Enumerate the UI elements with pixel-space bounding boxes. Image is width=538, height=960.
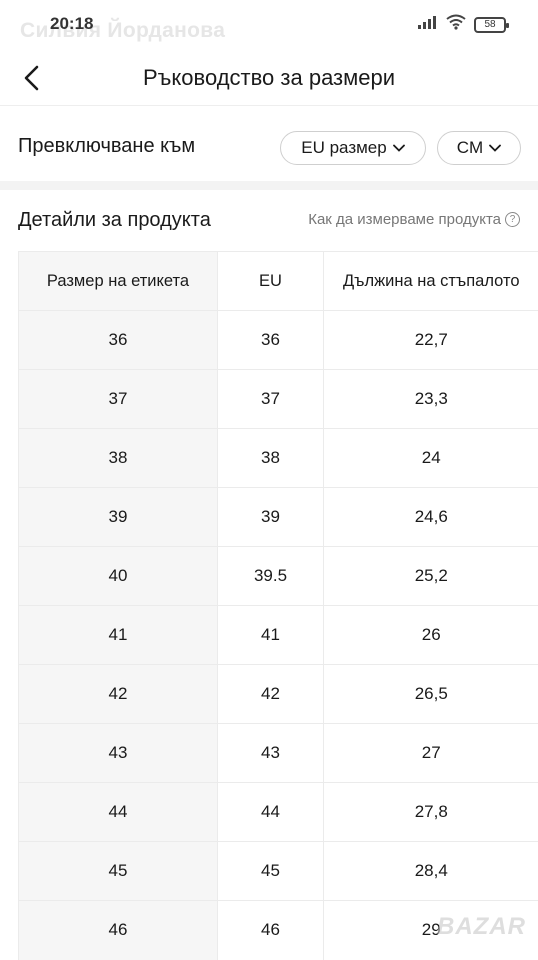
table-row: 46 46 29 — [18, 900, 538, 960]
cell-eu: 39.5 — [217, 546, 324, 606]
cell-foot-length: 23,3 — [323, 369, 538, 429]
question-circle-icon: ? — [505, 212, 520, 227]
cell-foot-length: 26,5 — [323, 664, 538, 724]
product-details-title: Детайли за продукта — [18, 209, 211, 231]
cell-foot-length: 24 — [323, 428, 538, 488]
cell-eu: 45 — [217, 841, 324, 901]
table-row: 38 38 24 — [18, 428, 538, 488]
table-row: 36 36 22,7 — [18, 310, 538, 370]
cell-eu: 42 — [217, 664, 324, 724]
table-row: 39 39 24,6 — [18, 487, 538, 547]
cell-foot-length: 27 — [323, 723, 538, 783]
cell-eu: 39 — [217, 487, 324, 547]
chevron-down-icon — [392, 144, 405, 152]
cell-label-size: 40 — [18, 546, 218, 606]
table-row: 45 45 28,4 — [18, 841, 538, 901]
table-row: 44 44 27,8 — [18, 782, 538, 842]
cell-foot-length: 26 — [323, 605, 538, 665]
product-details-header: Детайли за продукта Как да измерваме про… — [0, 190, 538, 250]
status-icons: 58 — [418, 14, 509, 35]
cell-label-size: 39 — [18, 487, 218, 547]
watermark-name: Силвия Йорданова — [20, 19, 226, 42]
table-row: 43 43 27 — [18, 723, 538, 783]
cell-label-size: 38 — [18, 428, 218, 488]
cell-foot-length: 28,4 — [323, 841, 538, 901]
cell-foot-length: 29 — [323, 900, 538, 960]
cell-label-size: 43 — [18, 723, 218, 783]
status-time: 20:18 — [50, 14, 94, 33]
size-system-dropdown[interactable]: EU размер — [280, 131, 426, 165]
cell-label-size: 42 — [18, 664, 218, 724]
table-header-row: Размер на етикета EU Дължина на стъпалот… — [18, 251, 538, 311]
brand-watermark: BAZAR — [437, 913, 526, 940]
wifi-icon — [446, 14, 466, 35]
how-to-measure-link[interactable]: Как да измерваме продукта ? — [308, 211, 520, 228]
unit-label: CM — [456, 138, 484, 157]
cell-label-size: 37 — [18, 369, 218, 429]
status-bar: Силвия Йорданова 20:18 58 — [0, 0, 538, 50]
cell-eu: 37 — [217, 369, 324, 429]
chevron-left-icon — [24, 65, 39, 91]
header-eu: EU — [217, 251, 324, 311]
section-divider — [0, 181, 538, 190]
cell-foot-length: 24,6 — [323, 487, 538, 547]
unit-switch-row: Превключване към EU размер CM — [0, 107, 538, 181]
cell-label-size: 44 — [18, 782, 218, 842]
cell-label-size: 45 — [18, 841, 218, 901]
size-system-label: EU размер — [301, 138, 387, 157]
cell-eu: 41 — [217, 605, 324, 665]
cell-eu: 36 — [217, 310, 324, 370]
back-button[interactable] — [14, 60, 50, 96]
cell-label-size: 46 — [18, 900, 218, 960]
unit-dropdown[interactable]: CM — [437, 131, 521, 165]
table-row: 42 42 26,5 — [18, 664, 538, 724]
switch-label: Превключване към — [18, 135, 196, 157]
table-row: 41 41 26 — [18, 605, 538, 665]
cell-foot-length: 25,2 — [323, 546, 538, 606]
cell-foot-length: 27,8 — [323, 782, 538, 842]
table-row: 37 37 23,3 — [18, 369, 538, 429]
chevron-down-icon — [489, 144, 502, 152]
header: Ръководство за размери — [0, 50, 538, 106]
page-title: Ръководство за размери — [142, 65, 396, 90]
battery-level: 58 — [484, 19, 496, 30]
cell-foot-length: 22,7 — [323, 310, 538, 370]
cell-label-size: 41 — [18, 605, 218, 665]
cell-eu: 46 — [217, 900, 324, 960]
cell-eu: 44 — [217, 782, 324, 842]
cell-label-size: 36 — [18, 310, 218, 370]
cell-eu: 43 — [217, 723, 324, 783]
signal-icon — [418, 15, 438, 34]
header-label-size: Размер на етикета — [18, 251, 218, 311]
size-table: Размер на етикета EU Дължина на стъпалот… — [18, 251, 538, 960]
header-foot-length: Дължина на стъпалото — [323, 251, 538, 311]
battery-icon: 58 — [474, 16, 509, 33]
how-to-measure-label: Как да измерваме продукта — [308, 211, 501, 228]
cell-eu: 38 — [217, 428, 324, 488]
table-row: 40 39.5 25,2 — [18, 546, 538, 606]
